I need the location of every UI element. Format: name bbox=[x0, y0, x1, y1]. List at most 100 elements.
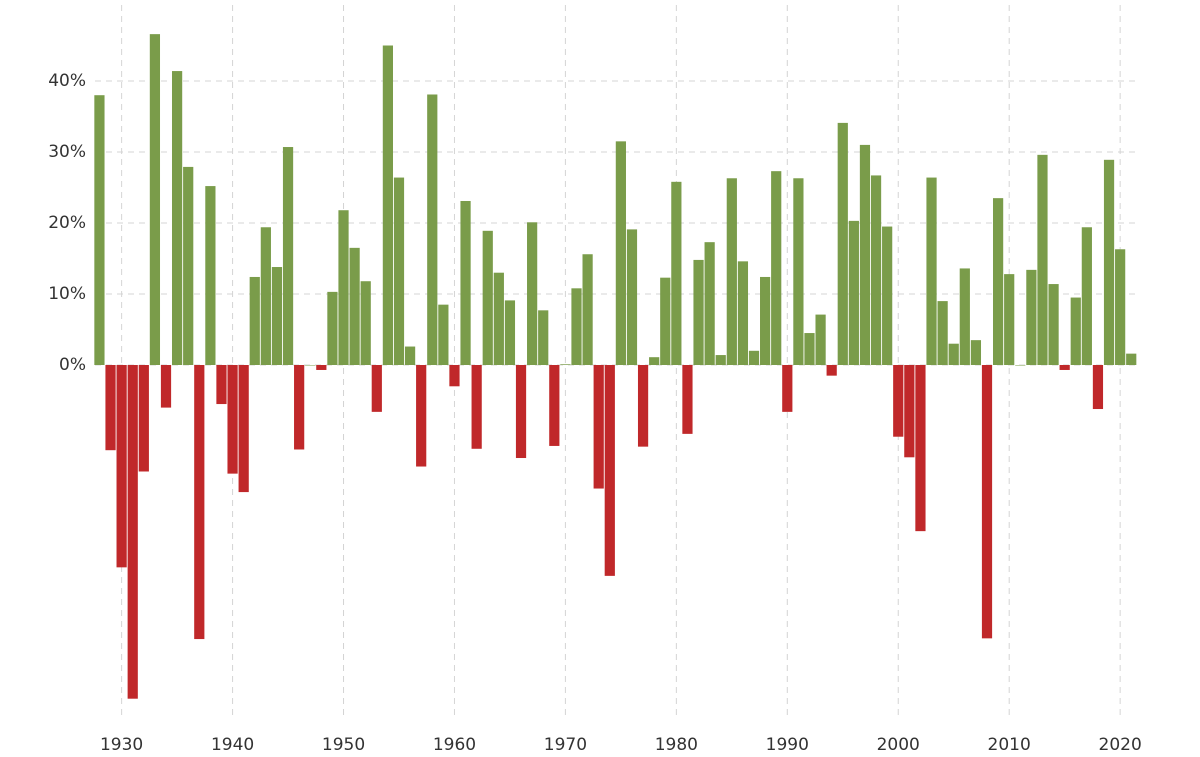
bar bbox=[593, 365, 604, 489]
x-tick-label: 1960 bbox=[433, 735, 476, 755]
bar bbox=[760, 276, 771, 365]
bar bbox=[615, 141, 626, 365]
bar bbox=[171, 71, 183, 365]
bar bbox=[1126, 353, 1137, 365]
bar bbox=[238, 365, 249, 493]
bar bbox=[316, 365, 327, 370]
bar bbox=[393, 177, 405, 365]
bar bbox=[882, 226, 893, 365]
bar bbox=[837, 122, 848, 365]
bar bbox=[826, 365, 837, 376]
bar bbox=[482, 230, 493, 365]
bar bbox=[138, 365, 149, 472]
bar bbox=[671, 181, 682, 365]
bar bbox=[94, 95, 105, 365]
bar bbox=[449, 365, 460, 387]
bar bbox=[904, 365, 915, 458]
y-tick-label: 20% bbox=[48, 213, 86, 233]
bar bbox=[149, 34, 161, 365]
bar bbox=[626, 229, 638, 365]
bar bbox=[116, 365, 127, 568]
x-tick-label: 2010 bbox=[988, 735, 1031, 755]
bar bbox=[937, 301, 948, 365]
x-tick-label: 1940 bbox=[211, 735, 254, 755]
y-tick-label: 0% bbox=[59, 355, 86, 375]
bar bbox=[538, 310, 549, 365]
bar bbox=[604, 365, 615, 576]
bar bbox=[205, 186, 216, 365]
bar bbox=[471, 365, 482, 449]
bar bbox=[382, 45, 394, 365]
bar bbox=[793, 178, 804, 365]
bar bbox=[338, 210, 349, 365]
bar bbox=[1004, 274, 1015, 365]
bar bbox=[1059, 365, 1070, 370]
bar bbox=[260, 227, 271, 365]
bar bbox=[859, 144, 871, 365]
bar bbox=[1092, 365, 1104, 410]
bar bbox=[194, 365, 205, 640]
bar bbox=[737, 261, 749, 365]
bar bbox=[271, 267, 283, 365]
bar bbox=[160, 365, 172, 408]
bar bbox=[1048, 284, 1059, 365]
bar bbox=[227, 365, 238, 474]
bar bbox=[560, 364, 571, 365]
bar bbox=[216, 365, 227, 405]
bar bbox=[305, 365, 316, 366]
bar bbox=[327, 291, 338, 365]
bar bbox=[294, 365, 305, 450]
bar bbox=[649, 357, 660, 365]
bar bbox=[948, 343, 959, 365]
bar bbox=[249, 276, 260, 365]
bar bbox=[282, 147, 294, 365]
y-tick-label: 30% bbox=[48, 142, 86, 162]
bar bbox=[771, 171, 782, 365]
bar bbox=[504, 300, 516, 365]
x-tick-label: 2020 bbox=[1099, 735, 1142, 755]
bar bbox=[926, 177, 937, 365]
x-tick-label: 2000 bbox=[877, 735, 920, 755]
bar bbox=[959, 268, 970, 365]
bar bbox=[105, 365, 116, 451]
bar bbox=[782, 365, 793, 412]
bar bbox=[582, 254, 593, 365]
bar bbox=[848, 220, 859, 365]
bar bbox=[715, 355, 726, 365]
bar bbox=[460, 200, 471, 365]
bar bbox=[915, 365, 926, 532]
bar bbox=[804, 333, 815, 365]
y-tick-label: 40% bbox=[48, 71, 86, 91]
bar bbox=[127, 365, 138, 699]
bar bbox=[1103, 159, 1115, 365]
bar bbox=[1081, 227, 1092, 365]
bar bbox=[726, 178, 737, 365]
bar bbox=[682, 365, 693, 434]
bar bbox=[1070, 297, 1081, 365]
bar bbox=[660, 277, 671, 365]
bar bbox=[349, 247, 360, 365]
x-tick-label: 1930 bbox=[100, 735, 143, 755]
x-tick-label: 1950 bbox=[322, 735, 365, 755]
x-tick-label: 1970 bbox=[544, 735, 587, 755]
bar bbox=[493, 272, 504, 365]
bar bbox=[438, 304, 449, 365]
bar bbox=[970, 340, 982, 365]
bar bbox=[549, 365, 560, 446]
bar bbox=[515, 365, 527, 459]
bar bbox=[1026, 269, 1037, 365]
bar bbox=[992, 198, 1004, 365]
bar bbox=[704, 242, 715, 365]
bar bbox=[893, 365, 904, 437]
bar bbox=[748, 350, 760, 365]
bar bbox=[571, 288, 582, 365]
bar bbox=[693, 259, 704, 365]
bar bbox=[183, 166, 194, 365]
bar bbox=[404, 346, 416, 365]
bar bbox=[416, 365, 427, 467]
bar bbox=[981, 365, 993, 639]
x-tick-label: 1980 bbox=[655, 735, 698, 755]
x-tick-label: 1990 bbox=[766, 735, 809, 755]
bar bbox=[815, 314, 826, 365]
